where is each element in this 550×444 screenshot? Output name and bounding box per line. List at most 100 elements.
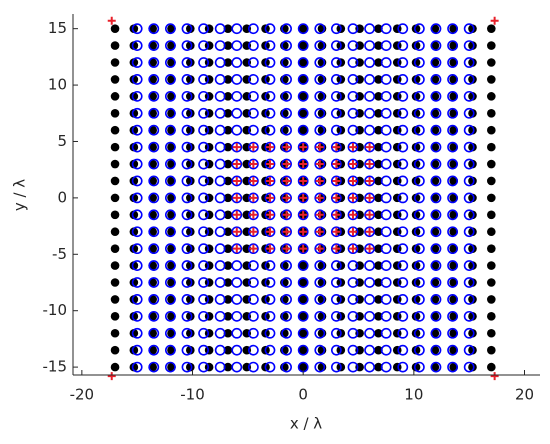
point [110, 244, 120, 253]
point [413, 74, 425, 85]
point [181, 294, 193, 305]
point [314, 158, 326, 170]
point [463, 277, 475, 288]
point [364, 310, 375, 322]
x-tick-label: 10 [404, 386, 423, 404]
point [487, 312, 496, 321]
point [347, 243, 359, 255]
point [110, 328, 120, 338]
point [380, 192, 392, 204]
point [110, 295, 120, 304]
point [347, 124, 359, 136]
point [129, 41, 139, 50]
point [299, 193, 308, 202]
point [397, 361, 409, 373]
point [107, 16, 116, 25]
point [247, 277, 259, 288]
point [198, 294, 209, 305]
point [148, 125, 157, 135]
point [129, 328, 139, 338]
point [411, 142, 421, 152]
point [164, 226, 176, 238]
point [315, 193, 324, 202]
point [374, 244, 383, 253]
point [186, 159, 195, 169]
point [131, 158, 143, 170]
point [129, 92, 139, 101]
point [249, 244, 258, 253]
point [364, 74, 375, 85]
point [447, 327, 458, 339]
point [411, 92, 421, 101]
point [449, 295, 458, 304]
point [487, 295, 496, 304]
point [167, 142, 176, 152]
point [430, 41, 440, 50]
point [231, 90, 243, 102]
point [347, 90, 359, 102]
point [365, 244, 374, 253]
point [411, 193, 421, 203]
point [374, 278, 383, 287]
point [330, 74, 342, 85]
point [232, 193, 241, 202]
point [186, 108, 195, 118]
point [330, 277, 342, 288]
point [167, 193, 176, 203]
point [264, 40, 276, 51]
point [186, 261, 195, 270]
point [131, 141, 143, 153]
point [167, 295, 176, 304]
point [314, 310, 326, 322]
point [110, 75, 120, 84]
point [397, 57, 409, 68]
point [397, 40, 409, 51]
point [487, 278, 496, 287]
point [129, 227, 139, 237]
point [447, 74, 458, 85]
point [148, 362, 157, 372]
point [281, 158, 292, 170]
point [413, 327, 425, 339]
point [181, 40, 193, 51]
point [411, 159, 421, 169]
point [181, 344, 193, 356]
point [167, 261, 176, 270]
point [315, 227, 324, 236]
point [449, 328, 458, 338]
point [447, 226, 458, 238]
point [468, 362, 477, 372]
point [411, 210, 421, 220]
point [129, 244, 139, 253]
point [167, 92, 176, 101]
point [129, 75, 139, 84]
point [131, 310, 143, 322]
point [430, 243, 442, 255]
point [186, 92, 195, 101]
point [231, 260, 243, 271]
point [110, 261, 120, 270]
y-tick-label: -15 [43, 358, 68, 376]
point [231, 107, 243, 119]
point [231, 243, 243, 255]
point [380, 175, 392, 187]
point [264, 243, 276, 255]
point [430, 141, 442, 153]
point [247, 175, 259, 187]
point [249, 160, 258, 169]
point [487, 142, 496, 152]
point [148, 192, 160, 204]
point [281, 192, 292, 204]
point [315, 160, 324, 169]
point [397, 90, 409, 102]
point [314, 23, 326, 35]
point [214, 209, 226, 221]
point [186, 24, 195, 33]
point [487, 244, 496, 253]
point [297, 327, 309, 339]
point [365, 210, 374, 219]
point [314, 361, 326, 373]
point [164, 23, 176, 35]
point [411, 312, 421, 321]
point [449, 58, 458, 67]
